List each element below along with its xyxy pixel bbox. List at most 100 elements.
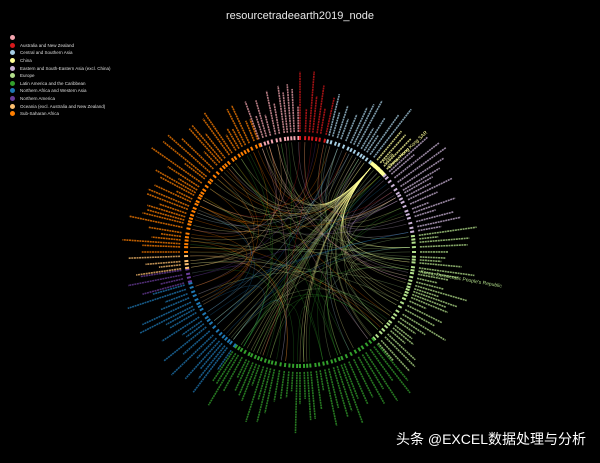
node-label bbox=[158, 264, 181, 268]
chord-link bbox=[217, 178, 410, 260]
node-arc bbox=[369, 161, 377, 169]
node-arc bbox=[254, 144, 259, 149]
node-arc bbox=[223, 336, 229, 341]
node-label bbox=[379, 134, 407, 164]
node-arc bbox=[188, 281, 193, 285]
node-label bbox=[308, 71, 315, 133]
node-arc bbox=[333, 358, 337, 363]
node-arc bbox=[410, 265, 416, 269]
node-label bbox=[122, 238, 181, 245]
node-label bbox=[373, 346, 411, 394]
node-arc bbox=[392, 312, 398, 317]
chord-link bbox=[199, 205, 251, 302]
legend-swatch bbox=[10, 103, 15, 109]
node-arc bbox=[378, 330, 383, 335]
node-arc bbox=[246, 148, 250, 153]
node-label bbox=[142, 212, 184, 224]
node-arc bbox=[208, 321, 214, 326]
node-label bbox=[340, 118, 350, 140]
chord-link bbox=[228, 167, 371, 336]
node-arc bbox=[401, 296, 407, 301]
node-arc bbox=[256, 355, 261, 361]
node-arc bbox=[212, 325, 217, 330]
node-label bbox=[140, 269, 182, 278]
node-label bbox=[184, 340, 221, 380]
node-arc bbox=[234, 344, 239, 349]
node-arc bbox=[337, 356, 341, 362]
chord-link bbox=[335, 167, 371, 337]
node-label bbox=[419, 235, 439, 240]
node-arc bbox=[197, 304, 203, 309]
node-label bbox=[409, 191, 438, 205]
node-label bbox=[384, 336, 416, 368]
node-label bbox=[393, 142, 440, 179]
node-label bbox=[128, 215, 183, 229]
chord-link bbox=[304, 142, 371, 205]
node-arc bbox=[340, 355, 344, 361]
legend-label: Northern Africa and Western Asia bbox=[20, 88, 87, 94]
node-label bbox=[231, 128, 243, 148]
node-label bbox=[402, 167, 441, 191]
node-label bbox=[159, 278, 184, 285]
node-label bbox=[225, 134, 237, 151]
node-arc bbox=[266, 140, 270, 145]
node-arc bbox=[364, 342, 369, 347]
node-arc bbox=[189, 285, 194, 290]
node-arc bbox=[387, 319, 393, 324]
node-label bbox=[419, 237, 470, 243]
node-label bbox=[413, 290, 458, 308]
node-arc bbox=[390, 315, 396, 320]
node-arc bbox=[197, 196, 202, 201]
node-label bbox=[399, 317, 426, 336]
node-label bbox=[417, 216, 461, 228]
node-label bbox=[163, 326, 207, 362]
chord-link bbox=[250, 167, 371, 351]
node-arc bbox=[237, 346, 241, 351]
node-label bbox=[196, 337, 218, 360]
legend-item: Central and Southern Asia bbox=[10, 49, 111, 57]
node-arc bbox=[196, 301, 201, 306]
chord-link bbox=[231, 165, 410, 248]
node-label bbox=[245, 366, 265, 423]
chord-link bbox=[197, 212, 406, 235]
chord-link bbox=[199, 205, 253, 312]
node-arc bbox=[207, 180, 212, 185]
chord-link bbox=[241, 158, 272, 347]
node-label bbox=[383, 138, 412, 167]
node-label bbox=[159, 176, 195, 197]
node-arc bbox=[221, 334, 226, 339]
node-arc bbox=[346, 146, 350, 151]
node-arc bbox=[398, 197, 404, 201]
node-arc bbox=[218, 331, 223, 336]
node-arc bbox=[240, 151, 244, 157]
node-arc bbox=[408, 221, 413, 225]
chord-link bbox=[325, 148, 384, 325]
chord-link bbox=[233, 178, 382, 340]
chord-link bbox=[291, 142, 409, 239]
node-arc bbox=[364, 157, 369, 162]
chord-link bbox=[336, 170, 374, 336]
node-arc bbox=[329, 140, 333, 145]
node-label bbox=[315, 370, 323, 410]
node-label bbox=[397, 146, 447, 183]
node-label bbox=[376, 343, 409, 382]
node-label bbox=[249, 119, 259, 140]
chord-link bbox=[342, 167, 410, 263]
chord-link bbox=[190, 261, 379, 330]
node-arc bbox=[390, 183, 395, 188]
node-label bbox=[404, 176, 434, 194]
chord-link bbox=[339, 167, 392, 313]
chord-link bbox=[195, 153, 350, 227]
chord-link bbox=[190, 255, 384, 325]
chord-link bbox=[209, 167, 371, 217]
node-label bbox=[162, 140, 208, 178]
node-label bbox=[277, 85, 286, 134]
chord-link bbox=[240, 246, 410, 346]
legend-swatch bbox=[10, 50, 15, 56]
node-arc bbox=[397, 304, 403, 309]
chords bbox=[189, 141, 411, 363]
chord-link bbox=[199, 197, 396, 228]
node-arc bbox=[375, 333, 380, 339]
node-arc bbox=[349, 147, 353, 153]
